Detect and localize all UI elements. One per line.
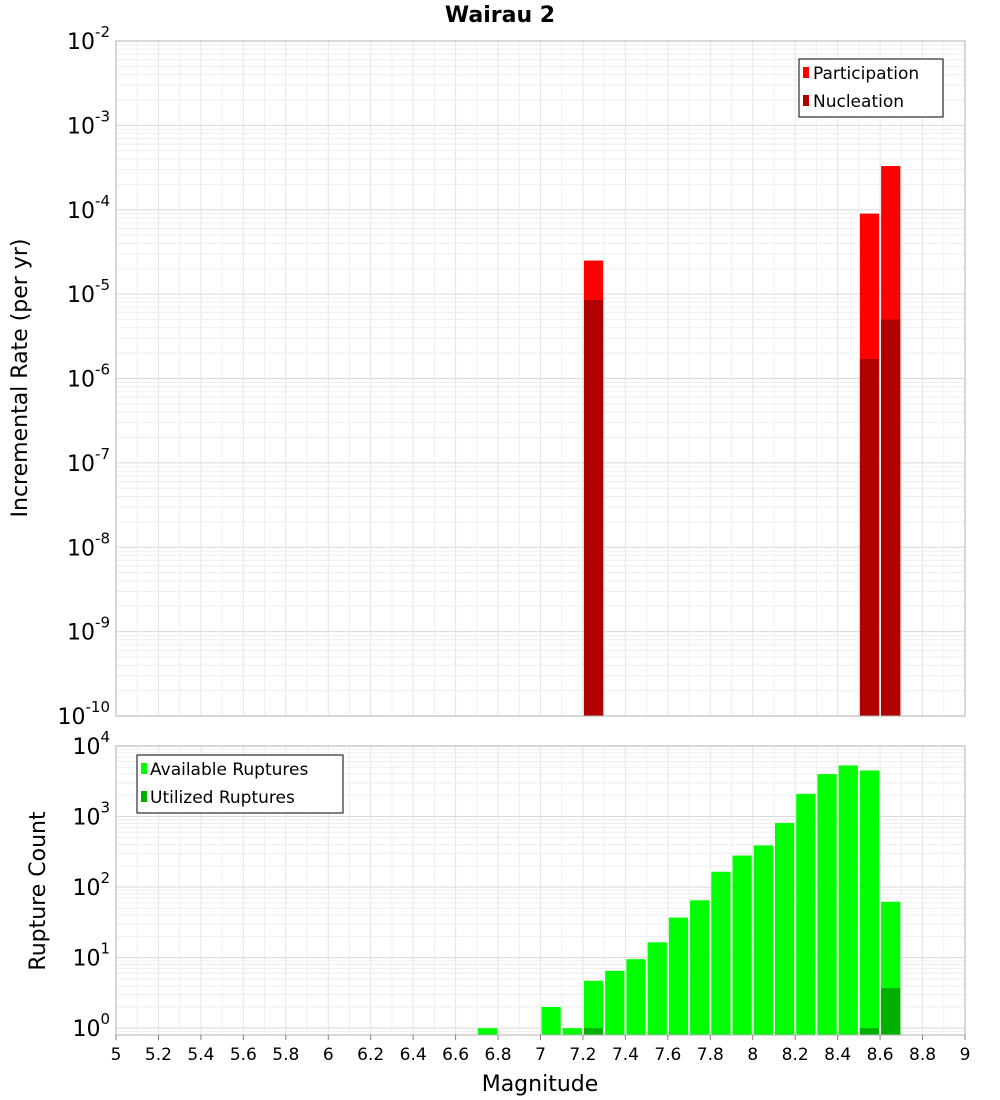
x-tick-label: 5.4 <box>187 1045 214 1065</box>
x-tick-label: 5.2 <box>145 1045 172 1065</box>
legend-label-available: Available Ruptures <box>150 760 308 780</box>
available-ruptures-bar <box>774 822 795 1035</box>
top-y-ticks: 10-10 10-9 10-8 10-7 10-6 10-5 10-4 10-3 10-2 <box>58 23 111 730</box>
top-legend-box <box>798 58 944 118</box>
utilized-ruptures-bar <box>881 988 901 1035</box>
y-tick-label: 10-10 <box>58 698 111 730</box>
x-tick-label: 7 <box>535 1045 546 1065</box>
bottom-y-ticks: 100 101 102 103 104 <box>72 728 110 1042</box>
bottom-y-axis-label: Rupture Count <box>26 811 51 971</box>
nucleation-bar <box>859 359 880 716</box>
top-bars <box>583 166 901 717</box>
top-plot-border <box>115 40 966 717</box>
y-tick-label: 10-4 <box>67 192 110 224</box>
x-tick-label: 8.6 <box>867 1045 894 1065</box>
y-tick-label: 102 <box>72 869 110 901</box>
utilized-ruptures-bar <box>859 1028 880 1035</box>
x-axis-label: Magnitude <box>482 1072 599 1097</box>
y-tick-label: 10-5 <box>67 276 110 308</box>
available-ruptures-bar <box>838 765 858 1035</box>
legend-label-participation: Participation <box>813 64 919 84</box>
x-tick-label: 7.2 <box>569 1045 596 1065</box>
available-ruptures-bar <box>753 845 773 1035</box>
top-legend: Participation Nucleation <box>798 58 944 118</box>
y-tick-label: 10-2 <box>67 23 110 55</box>
y-tick-label: 100 <box>72 1010 110 1042</box>
nucleation-bar <box>583 300 604 716</box>
x-tick-label: 6.8 <box>485 1045 512 1065</box>
y-tick-label: 103 <box>72 799 110 831</box>
available-ruptures-bar <box>541 1006 561 1035</box>
legend-label-utilized: Utilized Ruptures <box>150 788 295 808</box>
bottom-legend: Available Ruptures Utilized Ruptures <box>136 754 344 814</box>
y-tick-label: 104 <box>72 728 110 760</box>
x-tick-label: 6.4 <box>400 1045 427 1065</box>
available-ruptures-bar <box>796 793 816 1035</box>
available-ruptures-bar <box>605 970 625 1035</box>
x-tick-label: 5.8 <box>272 1045 299 1065</box>
available-ruptures-bar <box>668 917 689 1035</box>
bottom-bars <box>477 765 901 1035</box>
y-tick-label: 10-7 <box>67 445 110 477</box>
x-tick-label: 8.8 <box>909 1045 936 1065</box>
top-panel: 10-10 10-9 10-8 10-7 10-6 10-5 10-4 10-3 10-2 In… <box>8 23 966 730</box>
x-tick-label: 7.8 <box>697 1045 724 1065</box>
available-ruptures-bar <box>817 774 837 1035</box>
y-tick-label: 10-8 <box>67 529 110 561</box>
available-ruptures-bar <box>626 959 646 1035</box>
legend-swatch-participation <box>803 67 809 78</box>
x-tick-label: 5.6 <box>230 1045 257 1065</box>
available-ruptures-bar <box>732 855 752 1035</box>
chart-title: Wairau 2 <box>445 3 555 28</box>
nucleation-bar <box>881 319 901 716</box>
legend-swatch-utilized <box>141 791 147 802</box>
top-grid <box>115 40 966 717</box>
available-ruptures-bar <box>562 1028 582 1035</box>
bottom-panel: 100 101 102 103 104 Rupture Count Available … <box>26 728 970 1097</box>
x-tick-label: 6.6 <box>442 1045 469 1065</box>
bottom-legend-box <box>136 754 344 814</box>
legend-label-nucleation: Nucleation <box>813 92 904 112</box>
x-tick-label: 6.2 <box>357 1045 384 1065</box>
x-tick-label: 9 <box>960 1045 971 1065</box>
x-tick-label: 8.4 <box>824 1045 851 1065</box>
y-tick-label: 10-3 <box>67 107 110 139</box>
available-ruptures-bar <box>859 770 880 1035</box>
x-tick-label: 7.6 <box>654 1045 681 1065</box>
available-ruptures-bar <box>583 980 604 1035</box>
x-tick-label: 6 <box>323 1045 334 1065</box>
x-tick-label: 8 <box>747 1045 758 1065</box>
x-ticks: 5 5.2 5.4 5.6 5.8 6 6.2 6.4 6.6 6.8 7 7.2 7.4 7.6 7.8 8… <box>111 1035 971 1065</box>
available-ruptures-bar <box>690 900 710 1035</box>
available-ruptures-bar <box>647 942 667 1035</box>
available-ruptures-bar <box>711 871 731 1035</box>
legend-swatch-available <box>141 763 147 774</box>
y-tick-label: 101 <box>72 940 110 972</box>
top-y-axis-label: Incremental Rate (per yr) <box>8 239 33 518</box>
x-tick-label: 7.4 <box>612 1045 639 1065</box>
x-tick-label: 8.2 <box>782 1045 809 1065</box>
x-tick-label: 5 <box>111 1045 122 1065</box>
available-ruptures-bar <box>477 1028 498 1035</box>
y-tick-label: 10-6 <box>67 361 110 393</box>
legend-swatch-nucleation <box>803 95 809 106</box>
y-tick-label: 10-9 <box>67 614 110 646</box>
utilized-ruptures-bar <box>583 1028 604 1035</box>
